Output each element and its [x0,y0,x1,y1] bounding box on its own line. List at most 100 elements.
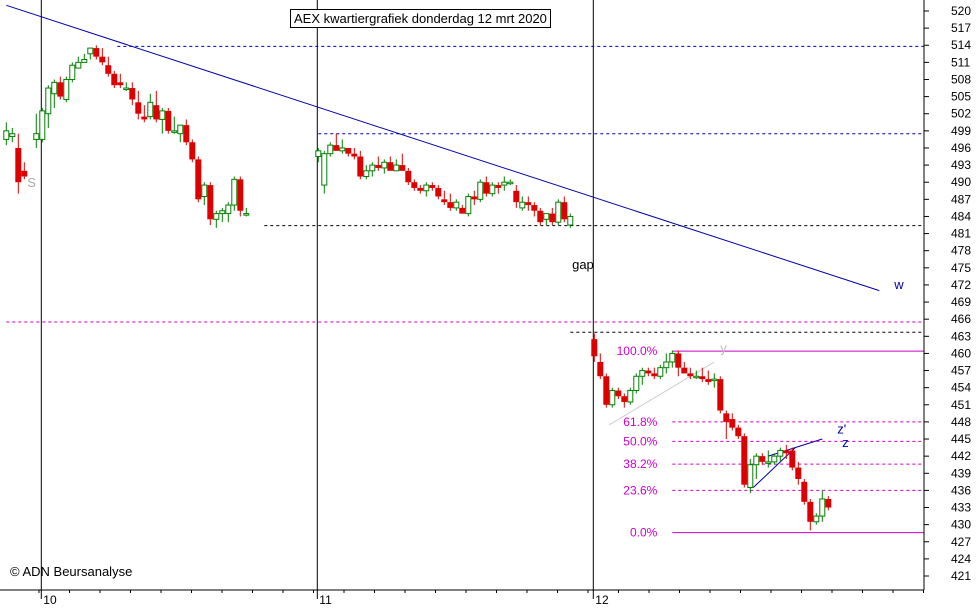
day-label: 12 [595,593,609,607]
candle-body-down [759,456,766,462]
candle-body-up [609,390,616,406]
candle-body-up [315,150,322,158]
candle-body-down [597,361,604,377]
candle-body-down [621,396,628,402]
y-tick-label: 433 [951,501,971,515]
candle-body-up [123,87,130,91]
candle-body-down [789,450,796,468]
candle-body-down [825,498,832,508]
candle-body-up [225,204,232,215]
y-tick-label: 511 [951,55,970,69]
candle-body-down [351,153,358,157]
candle-body-up [813,515,820,523]
candle-body-down [237,179,244,211]
candle-body-down [735,427,742,437]
y-tick-label: 454 [951,381,971,395]
y-tick-label: 427 [951,535,971,549]
fib-label: 50.0% [623,434,657,448]
candle-body-down [603,376,610,405]
trendline [6,4,880,292]
candle-body-up [39,110,46,140]
candle-body-down [135,102,142,114]
y-tick-label: 499 [951,124,971,138]
candle-body-down [549,213,556,223]
candle-body-up [33,133,40,140]
candle-body-down [687,373,694,377]
candle-body-down [717,379,724,411]
candle-body-up [753,455,760,466]
candle-body-down [153,105,160,120]
fib-label: 61.8% [623,415,657,429]
candle-body-up [213,213,220,220]
candle-body-up [567,215,574,226]
y-tick-label: 496 [951,141,971,155]
candle-body-down [105,65,112,74]
chart-title: AEX kwartiergrafiek donderdag 12 mrt 202… [290,9,551,28]
candle-body-down [795,467,802,479]
candle-body-up [3,130,10,140]
candle-body-down [447,202,454,208]
candle-body-up [555,201,562,223]
candle-body-down [417,187,424,191]
candle-body-down [375,165,382,168]
fib-label: 23.6% [623,483,657,497]
candle-body-down [15,147,22,183]
y-tick-label: 460 [951,346,971,360]
candle-body-down [783,450,790,454]
candle-body-down [537,210,544,223]
copyright-notice: © ADN Beursanalyse [10,564,133,579]
candle-body-up [765,461,772,464]
fibonacci-levels: 100.0% 61.8% 50.0% 38.2% 23.6% 0.0% [617,344,924,540]
candle-body-up [663,361,670,369]
candle-body-up [87,47,94,55]
candle-body-down [411,182,418,188]
candle-body-up [507,181,514,185]
candle-body-down [195,159,202,200]
candle-body-up [747,464,754,489]
annotation-label: y [720,340,727,355]
candle-body-up [339,147,346,152]
y-tick-label: 487 [951,192,971,206]
candle-body-down [189,142,196,160]
candle-body-up [543,213,550,220]
candle-body-down [21,170,28,177]
candlesticks [3,45,832,531]
candle-body-up [369,164,376,172]
candle-body-up [477,181,484,200]
candle-body-down [441,199,448,203]
annotation-label: z' [837,421,846,436]
candle-body-down [513,190,520,203]
candle-body-up [63,78,70,100]
candle-body-down [675,353,682,368]
candle-body-up [639,370,646,377]
candle-body-up [201,184,208,197]
trendline-group [6,4,880,488]
candle-body-up [159,110,166,120]
candle-body-up [69,64,76,80]
candle-body-down [111,73,118,86]
y-tick-label: 520 [951,4,971,18]
candle-body-down [615,390,622,397]
fib-label: 100.0% [617,344,658,358]
y-tick-label: 421 [951,569,971,583]
annotation-label: gap [572,257,594,272]
candle-body-down [531,205,538,211]
y-tick-label: 457 [951,364,971,378]
candle-body-down [525,202,532,206]
candle-body-down [801,481,808,502]
candle-body-down [93,48,100,57]
channel-line-lower [752,447,796,488]
annotation-label: w [893,277,904,292]
candle-body-down [807,501,814,522]
day-label: 10 [43,593,57,607]
y-tick-label: 478 [951,244,971,258]
y-tick-label: 448 [951,415,971,429]
candle-body-up [177,124,184,135]
y-tick-label: 493 [951,158,971,172]
candle-body-up [627,390,634,403]
candle-body-up [75,61,82,69]
candle-body-up [519,201,526,209]
candle-body-down [645,370,652,374]
candle-body-down [729,419,736,428]
